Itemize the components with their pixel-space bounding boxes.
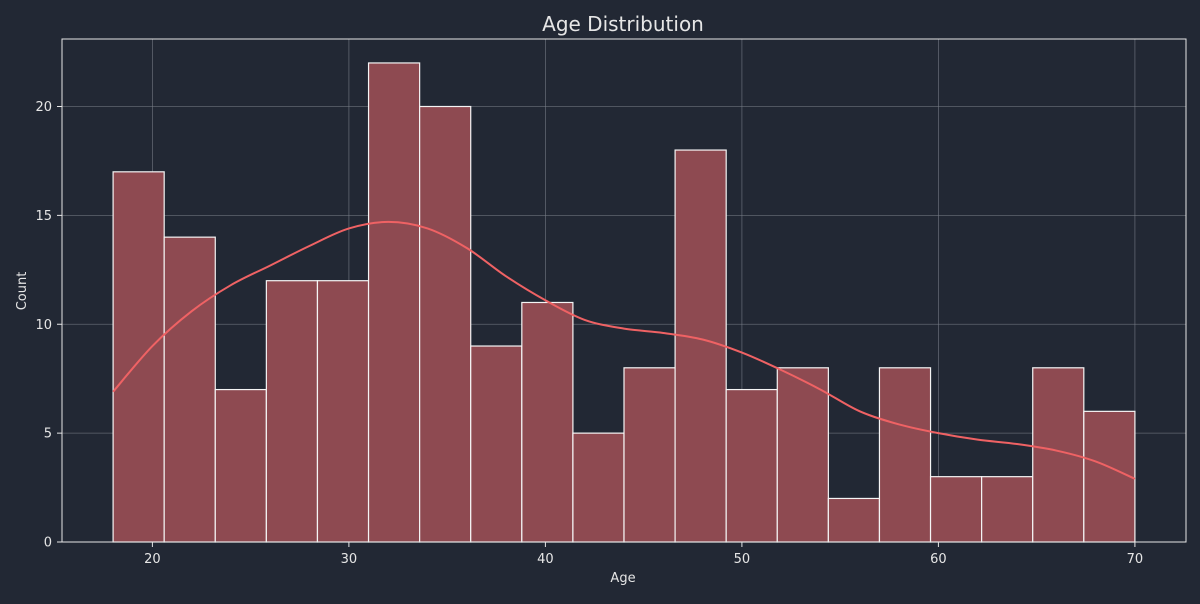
x-tick-label: 20: [144, 552, 161, 567]
x-axis-label: Age: [610, 571, 635, 586]
histogram-bar: [725, 388, 778, 543]
histogram-bar: [929, 476, 983, 543]
histogram-bar: [674, 149, 727, 543]
histogram-bar: [112, 171, 165, 543]
histogram-bar: [1083, 410, 1136, 543]
y-axis-label: Count: [15, 272, 30, 311]
x-tick-label: 50: [734, 552, 751, 567]
histogram-bar: [163, 236, 216, 543]
histogram-bar: [572, 432, 625, 543]
histogram-bar: [470, 345, 523, 543]
histogram-bars: [112, 62, 1136, 543]
kde-line: [112, 220, 1136, 480]
x-axis-ticks: 20 30 40 50 60 70: [144, 542, 1143, 567]
histogram-bar: [367, 62, 421, 543]
histogram-bar: [521, 301, 574, 543]
y-tick-label: 20: [35, 100, 52, 115]
x-tick-label: 40: [537, 552, 554, 567]
histogram-bar: [878, 367, 932, 543]
histogram-bar: [265, 280, 319, 543]
histogram-bar: [316, 280, 370, 543]
plot-area-frame: [61, 38, 1187, 543]
chart-title: Age Distribution: [542, 12, 704, 36]
histogram-bar: [827, 497, 881, 543]
x-tick-label: 30: [341, 552, 358, 567]
y-axis-ticks: 0 5 10 15 20: [35, 100, 62, 551]
histogram-bar: [981, 476, 1034, 543]
y-tick-label: 10: [35, 318, 52, 333]
x-tick-label: 70: [1127, 552, 1144, 567]
x-tick-label: 60: [930, 552, 947, 567]
y-tick-label: 5: [44, 427, 52, 442]
y-tick-label: 15: [35, 209, 52, 224]
histogram-bar: [623, 367, 676, 543]
histogram-bar: [776, 367, 829, 543]
histogram-bar: [214, 388, 267, 543]
histogram-bar: [419, 105, 472, 543]
y-tick-label: 0: [44, 536, 52, 551]
kde-curve: [112, 220, 1136, 480]
